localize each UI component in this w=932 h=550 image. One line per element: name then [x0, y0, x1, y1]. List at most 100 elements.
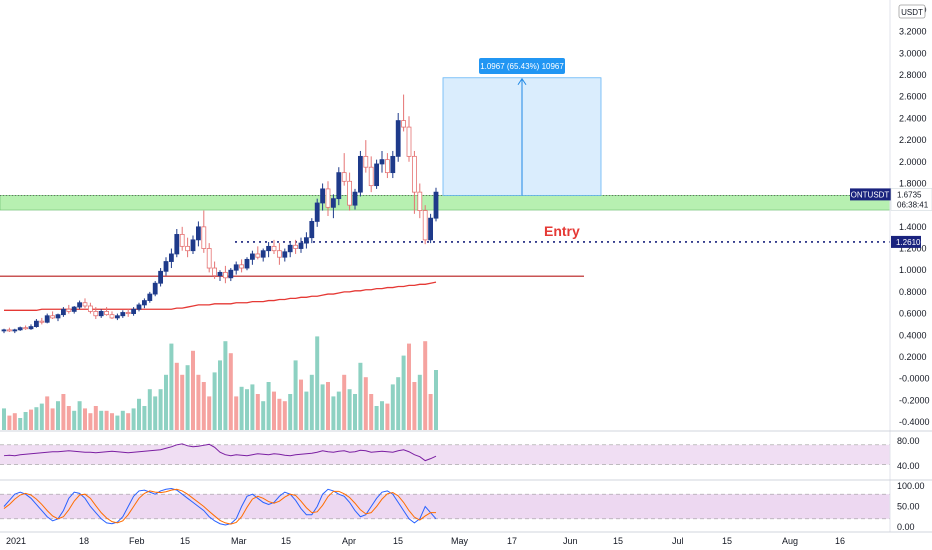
- volume-bar: [234, 396, 239, 430]
- volume-bar: [326, 382, 330, 430]
- symbol-tag-bg: [850, 188, 891, 201]
- volume-bar: [428, 394, 433, 430]
- currency-tag[interactable]: [898, 4, 926, 19]
- candle-body: [363, 155, 369, 168]
- candle-body: [44, 315, 50, 323]
- volume-bar: [223, 341, 228, 430]
- volume-bar: [191, 350, 195, 430]
- candle-body: [1, 329, 7, 332]
- volume-bar: [293, 360, 298, 430]
- volume-bar: [104, 410, 109, 430]
- volume-bar: [12, 413, 17, 430]
- candle-body: [357, 155, 363, 193]
- price-tick-label: 2.8000: [899, 70, 927, 80]
- candle-body: [417, 191, 423, 211]
- price-pane[interactable]: 1.0967 (65.43%) 10967 Entry: [0, 58, 891, 334]
- volume-bar: [34, 407, 39, 430]
- volume-bar: [407, 343, 411, 430]
- time-tick-label: Mar: [231, 536, 247, 546]
- candle-body: [352, 191, 358, 206]
- currency-label: USDT: [901, 8, 923, 17]
- candle-body: [185, 245, 191, 252]
- price-tag-bg: [890, 188, 932, 211]
- candle-body: [266, 245, 272, 252]
- candle-body: [93, 311, 99, 317]
- price-tick-label: 2.4000: [899, 113, 927, 123]
- candle-body: [104, 311, 109, 316]
- candle-body: [433, 191, 439, 219]
- volume-bar: [207, 396, 212, 430]
- time-tick-label: 16: [835, 536, 845, 546]
- price-tick-label: 0.8000: [899, 287, 927, 297]
- candle-body: [34, 320, 39, 327]
- rsi-pane[interactable]: [0, 443, 890, 465]
- candle-body: [255, 253, 261, 258]
- candle-body: [12, 329, 18, 332]
- price-tag-value: 1.6735: [897, 190, 922, 199]
- rsi-band: [0, 444, 890, 465]
- stoch-k-line: [3, 487, 437, 526]
- volume-bar: [158, 389, 163, 430]
- candle-body: [384, 159, 390, 174]
- price-tick-label: 1.0000: [899, 265, 927, 275]
- volume-bar: [153, 396, 158, 430]
- rsi-line: [3, 443, 437, 462]
- stoch-tick-label: 50.00: [897, 502, 920, 512]
- candle-body: [212, 267, 218, 277]
- candle-body: [239, 264, 245, 269]
- candle-body: [428, 217, 434, 241]
- candle-body: [115, 315, 120, 319]
- volume-bar: [434, 370, 438, 430]
- volume-bar: [304, 391, 309, 430]
- volume-bar: [93, 406, 98, 430]
- volume-bar: [212, 372, 217, 430]
- candle-body: [61, 308, 66, 316]
- volume-bar: [110, 413, 114, 430]
- volume-bar: [245, 389, 249, 430]
- time-tick-label: Jul: [672, 536, 684, 546]
- candle-body: [341, 172, 347, 182]
- volume-bar: [369, 394, 374, 430]
- volume-bar: [23, 412, 28, 430]
- candle-body: [23, 327, 29, 330]
- volume-bar: [201, 382, 206, 430]
- candle-body: [320, 188, 326, 204]
- candle-body: [7, 329, 12, 332]
- time-tick-label: Jun: [563, 536, 578, 546]
- volume-bar: [358, 362, 363, 430]
- entry-tag-bg: [891, 235, 921, 248]
- volume-bar: [142, 406, 147, 430]
- volume-bar: [18, 418, 23, 430]
- price-tag-time: 06:38:41: [897, 200, 929, 209]
- volume-bar: [417, 374, 422, 430]
- symbol-tag: ONTUSDT: [851, 190, 890, 199]
- candle-body: [77, 302, 82, 308]
- volume-bar: [77, 401, 82, 430]
- candle-body: [55, 314, 61, 319]
- candle-body: [298, 242, 304, 249]
- candle-body: [131, 308, 137, 314]
- candle-body: [190, 239, 196, 252]
- candle-body: [390, 155, 396, 174]
- candle-body: [282, 251, 288, 258]
- price-tick-label: -0.2000: [899, 395, 930, 405]
- volume-bar: [180, 374, 185, 430]
- candle-body: [158, 270, 164, 284]
- candle-body: [244, 258, 250, 269]
- stoch-tick-label: 100.00: [897, 481, 925, 491]
- price-tick-label: 3.2000: [899, 27, 927, 37]
- volume-bar: [396, 377, 401, 430]
- volume-bar: [255, 394, 260, 430]
- volume-bar: [196, 374, 201, 430]
- volume-bar: [50, 408, 55, 430]
- candle-body: [125, 312, 131, 314]
- candle-body: [206, 248, 212, 269]
- candle-body: [249, 253, 255, 260]
- volume-bar: [66, 406, 71, 430]
- stoch-pane[interactable]: [0, 487, 890, 526]
- volume-bar: [385, 403, 390, 430]
- entry-tag: 1.2610: [896, 238, 921, 247]
- candle-body: [314, 202, 320, 222]
- price-tick-label: 0.4000: [899, 330, 927, 340]
